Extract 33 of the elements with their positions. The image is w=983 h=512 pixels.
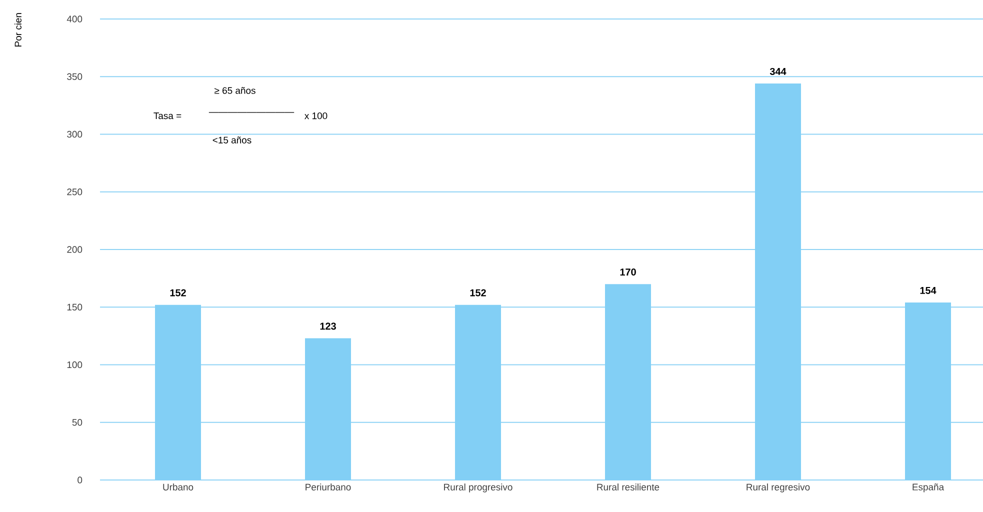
y-axis-title: Por cien	[14, 13, 22, 46]
x-tick-label: Rural regresivo	[746, 484, 810, 492]
y-tick-label: 350	[67, 73, 82, 80]
x-tick-label: Rural resiliente	[597, 484, 660, 490]
data-label: 170	[620, 268, 636, 276]
y-tick-label: 300	[67, 130, 82, 138]
x-tick-label: España	[912, 484, 944, 492]
data-label: 154	[920, 287, 936, 294]
annotation: Tasa =	[154, 112, 182, 120]
data-label: 123	[320, 322, 336, 330]
y-tick-label: 400	[66, 16, 82, 22]
y-tick-label: 50	[72, 419, 82, 426]
bar	[905, 302, 952, 480]
annotation: ≥ 65 años	[214, 87, 256, 94]
y-tick-label: 100	[67, 361, 82, 368]
y-tick-label: 250	[67, 188, 82, 196]
annotation: —————————	[208, 112, 294, 113]
data-label: 152	[470, 289, 486, 296]
x-tick-label: Rural progresivo	[444, 484, 512, 492]
y-tick-label: 150	[67, 304, 82, 310]
bar	[305, 338, 351, 480]
bar	[755, 84, 802, 480]
data-label: 152	[170, 289, 186, 296]
bar	[155, 304, 201, 480]
data-label: 344	[770, 68, 786, 76]
bar	[455, 304, 502, 480]
y-tick-label: 200	[67, 246, 82, 253]
annotation: x 100	[304, 112, 328, 120]
bar	[605, 284, 652, 480]
y-tick-label: 0	[78, 476, 82, 484]
x-tick-label: Urbano	[163, 484, 194, 490]
x-tick-label: Periurbano	[306, 484, 351, 490]
annotation: <15 años	[212, 136, 252, 144]
